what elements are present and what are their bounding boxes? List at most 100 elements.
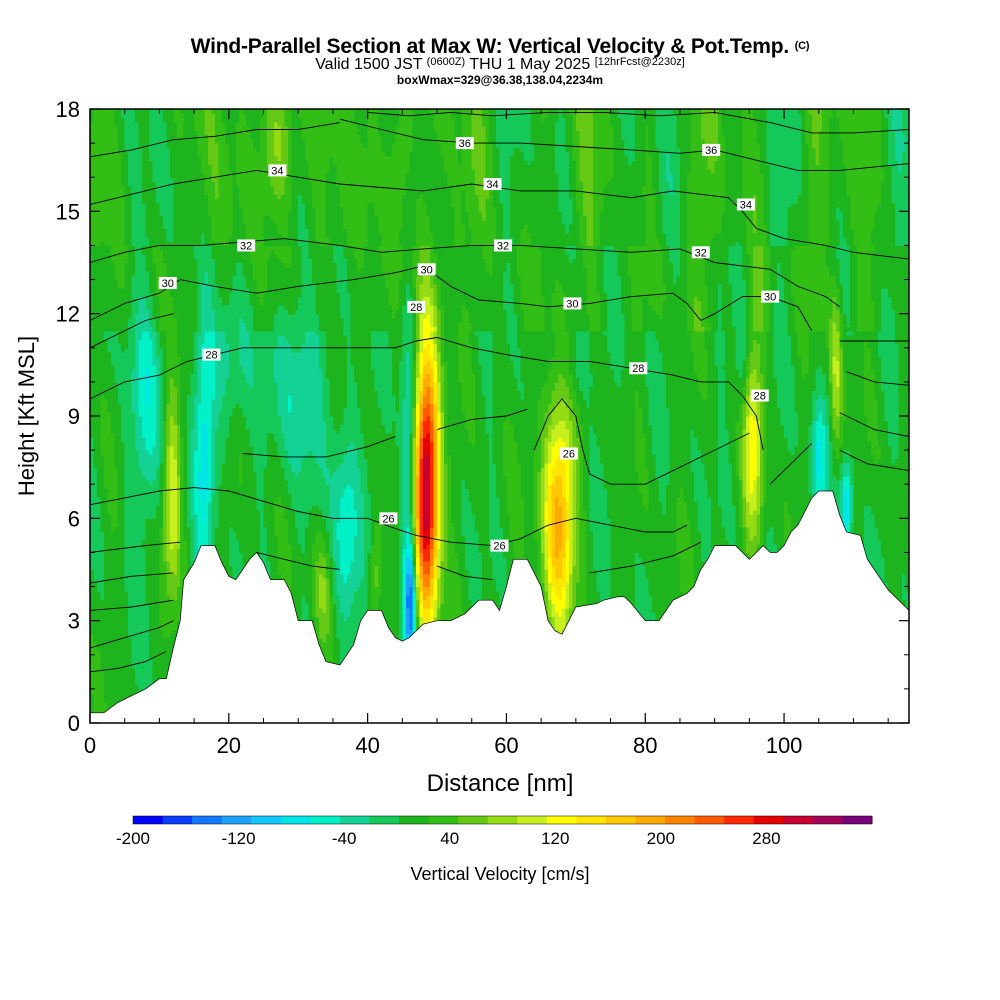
- colorbar-swatch-20: [724, 816, 755, 824]
- contour-label-34-1: 34: [483, 178, 502, 191]
- theta-contour-unlabeled-15: [436, 565, 493, 581]
- colorbar-swatch-4: [251, 816, 282, 824]
- theta-contour-unlabeled-12: [242, 436, 396, 458]
- contour-label-30-3: 30: [761, 290, 780, 304]
- theta-contour-36: [339, 118, 909, 171]
- theta-contour-unlabeled-13: [436, 408, 528, 431]
- y-tick-label-12: 12: [56, 302, 80, 327]
- theta-contour-unlabeled-20: [846, 371, 909, 386]
- theta-contour-unlabeled-10: [90, 620, 174, 649]
- y-tick-label-18: 18: [56, 97, 80, 122]
- colorbar-swatch-16: [605, 816, 637, 824]
- colorbar-tick--40: -40: [332, 829, 357, 848]
- theta-contour-unlabeled-19: [839, 412, 909, 437]
- x-tick-label-20: 20: [217, 733, 241, 758]
- x-tick-label-80: 80: [633, 733, 657, 758]
- terrain-mask: [90, 490, 909, 723]
- y-tick-label-0: 0: [68, 711, 80, 736]
- contour-label-32-0: 32: [237, 239, 256, 252]
- colorbar-tick--120: -120: [222, 829, 256, 848]
- colorbar-tick--200: -200: [116, 829, 150, 848]
- box-label: boxWmax=329@36.38,138.04,2234m: [0, 74, 1000, 86]
- colorbar-tick-200: 200: [647, 829, 675, 848]
- theta-contour-unlabeled-8: [90, 572, 174, 584]
- contour-label-32-2: 32: [691, 246, 710, 259]
- theta-contour-unlabeled-9: [90, 599, 174, 611]
- colorbar-swatch-5: [280, 816, 311, 824]
- colorbar-swatch-10: [428, 816, 459, 824]
- colorbar-swatch-13: [517, 816, 548, 824]
- theta-contour-unlabeled-16: [589, 541, 701, 574]
- contour-label-36-1: 36: [702, 143, 721, 157]
- y-tick-label-6: 6: [68, 506, 80, 531]
- theta-contour-unlabeled-14: [256, 551, 340, 570]
- theta-contour-unlabeled-22: [90, 122, 340, 158]
- colorbar-swatch-3: [221, 816, 252, 824]
- colorbar-label: Vertical Velocity [cm/s]: [410, 864, 589, 884]
- theta-contour-unlabeled-17: [769, 442, 813, 485]
- colorbar-swatch-18: [665, 816, 696, 824]
- theta-contour-unlabeled-24: [90, 313, 174, 349]
- contour-label-30-1: 30: [417, 263, 436, 276]
- colorbar-swatch-6: [310, 816, 341, 824]
- colorbar-swatch-11: [458, 816, 489, 824]
- y-axis-label: Height [Kft MSL]: [14, 336, 39, 496]
- colorbar-swatch-0: [133, 816, 164, 824]
- colorbar-swatch-12: [487, 816, 518, 824]
- theta-contour-30: [90, 265, 813, 331]
- theta-contour-34: [90, 169, 909, 260]
- colorbar-swatch-22: [783, 816, 814, 824]
- colorbar-tick-120: 120: [541, 829, 569, 848]
- y-tick-label-15: 15: [56, 199, 80, 224]
- contour-label-26-0: 26: [379, 512, 398, 525]
- contour-label-28-1: 28: [407, 300, 426, 314]
- x-tick-label-40: 40: [355, 733, 379, 758]
- theta-contour-26: [533, 398, 750, 485]
- chart-title: Wind-Parallel Section at Max W: Vertical…: [0, 36, 1000, 57]
- contour-label-30-2: 30: [563, 297, 582, 310]
- contour-label-28-3: 28: [750, 389, 769, 403]
- theta-contour-layer: [90, 111, 909, 673]
- theta-contour-unlabeled-18: [839, 449, 909, 472]
- contour-label-28-0: 28: [202, 348, 221, 362]
- theta-contour-unlabeled-11: [90, 650, 167, 673]
- colorbar-swatch-8: [369, 816, 400, 824]
- theta-contour-unlabeled-7: [90, 541, 181, 553]
- colorbar: -200 -120 -40 40 120 200 280: [116, 815, 873, 848]
- colorbar-swatch-19: [694, 816, 725, 824]
- y-tick-label-3: 3: [68, 609, 80, 634]
- contour-label-26-0: 26: [559, 447, 578, 461]
- colorbar-tick-40: 40: [440, 829, 459, 848]
- colorbar-tick-280: 280: [752, 829, 780, 848]
- colorbar-swatch-1: [162, 816, 193, 824]
- colorbar-swatch-17: [635, 816, 666, 824]
- contour-label-32-1: 32: [493, 239, 512, 252]
- x-tick-label-60: 60: [494, 733, 518, 758]
- colorbar-swatch-2: [192, 816, 223, 824]
- theta-contour-unlabeled-23: [367, 111, 909, 134]
- chart-subtitle: Valid 1500 JST (0600Z) THU 1 May 2025 [1…: [0, 57, 1000, 73]
- colorbar-swatch-15: [576, 816, 607, 824]
- colorbar-swatch-24: [842, 816, 873, 824]
- x-tick-label-100: 100: [766, 733, 803, 758]
- title-mark: (C): [795, 40, 810, 52]
- terrain-layer: [90, 490, 909, 723]
- contour-label-36-0: 36: [455, 137, 474, 150]
- x-axis-label: Distance [nm]: [427, 770, 574, 797]
- colorbar-swatch-7: [339, 816, 370, 824]
- colorbar-swatch-21: [753, 816, 784, 824]
- contour-label-34-2: 34: [736, 198, 755, 212]
- contour-label-26-1: 26: [490, 539, 509, 553]
- colorbar-swatch-23: [812, 816, 843, 824]
- x-tick-label-0: 0: [84, 733, 96, 758]
- colorbar-swatch-9: [399, 816, 430, 824]
- colorbar-swatch-14: [546, 816, 577, 824]
- contour-label-28-2: 28: [629, 362, 648, 375]
- theta-contour-28: [90, 337, 764, 451]
- theta-contour-26: [90, 487, 688, 547]
- contour-label-34-0: 34: [268, 164, 287, 177]
- title-block: Wind-Parallel Section at Max W: Vertical…: [0, 36, 1000, 86]
- y-tick-label-9: 9: [68, 404, 80, 429]
